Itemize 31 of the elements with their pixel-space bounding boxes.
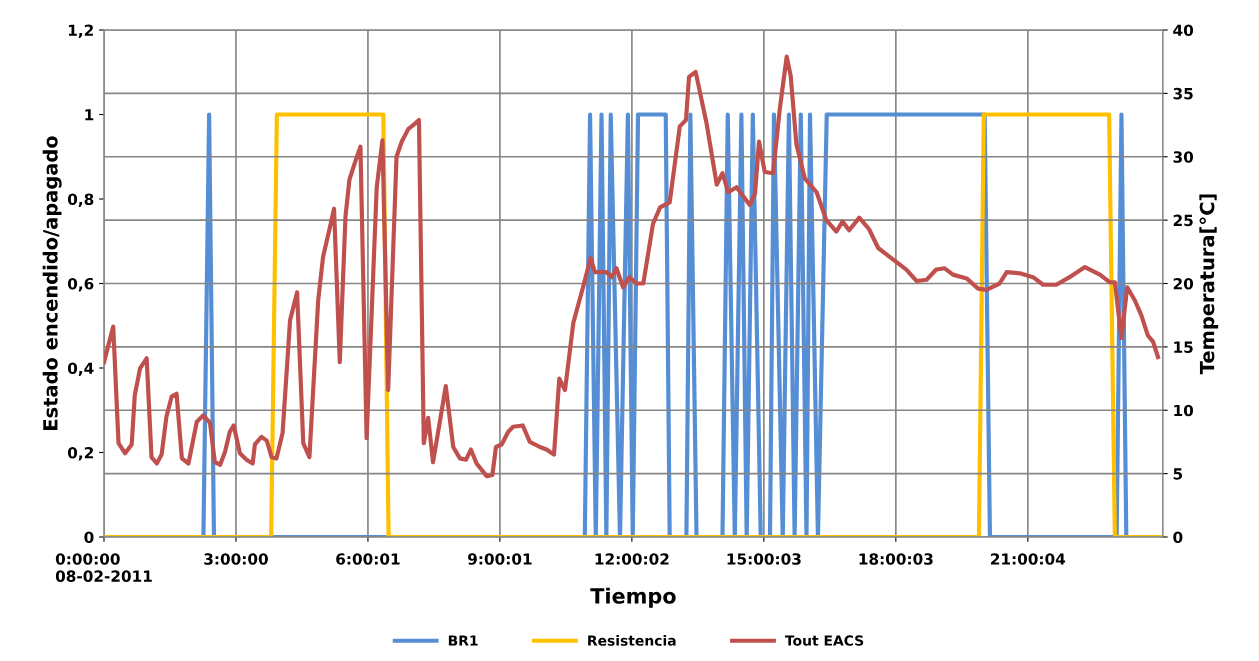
- y-tick-label: 0,2: [67, 446, 93, 461]
- y2-tick-label: 25: [1173, 214, 1193, 227]
- x-axis-title: Tiempo: [590, 587, 676, 608]
- legend-label: BR1: [448, 635, 478, 646]
- y2-tick-label: 5: [1173, 468, 1183, 480]
- legend-label: Resistencia: [588, 635, 676, 646]
- y2-tick-label: 20: [1173, 277, 1194, 290]
- y2-tick-label: 30: [1173, 151, 1194, 163]
- y2-tick-label: 0: [1173, 531, 1183, 544]
- y2-tick-label: 10: [1174, 404, 1194, 417]
- y-tick-label: 0,8: [67, 193, 94, 207]
- y2-tick-label: 15: [1174, 341, 1193, 353]
- x-tick-label: 15:00:03: [727, 553, 801, 565]
- line-series: [103, 54, 1161, 479]
- y2-tick-label: 35: [1173, 87, 1193, 100]
- y2-tick-label: 40: [1173, 24, 1194, 37]
- y-tick-label: 0: [84, 531, 94, 544]
- y-tick-label: 1: [85, 109, 94, 121]
- y-tick-label: 1,2: [68, 24, 93, 38]
- x-tick-label: 9:00:01: [468, 553, 532, 565]
- legend-label: Tout EACS: [785, 635, 864, 646]
- y2-axis-title: Temperatura[°C]: [1199, 194, 1219, 375]
- y-axis-title: Estado encendido/apagado: [42, 136, 62, 430]
- y-tick-label: 0,4: [67, 362, 94, 376]
- x-tick-label: 0:00:00 08-02-2011: [55, 553, 152, 582]
- x-tick-label: 3:00:00: [204, 553, 268, 565]
- x-tick-label: 6:00:01: [336, 553, 400, 565]
- x-tick-label: 21:00:04: [991, 553, 1066, 565]
- x-tick-label: 12:00:02: [595, 553, 669, 565]
- y-tick-label: 0,6: [67, 277, 94, 292]
- x-tick-label: 18:00:03: [859, 553, 933, 565]
